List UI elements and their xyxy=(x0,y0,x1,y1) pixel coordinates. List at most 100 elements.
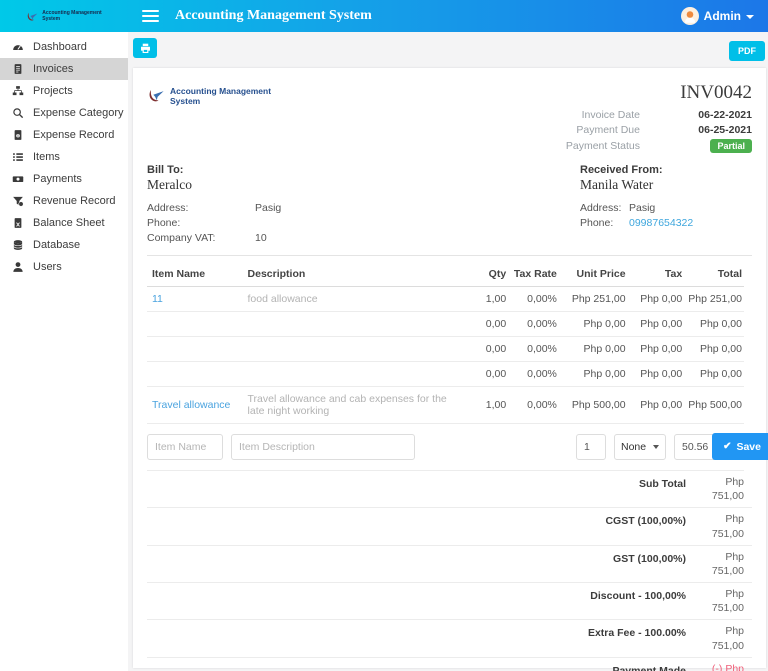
col-unit-price: Unit Price xyxy=(558,260,628,287)
brand-line1: Accounting Management xyxy=(42,10,102,16)
item-description xyxy=(242,311,464,337)
invoice-date-value: 06-22-2021 xyxy=(698,109,752,121)
tax-rate-select[interactable]: None xyxy=(614,434,666,460)
sidebar-item-invoices[interactable]: Invoices xyxy=(0,58,128,80)
file-excel-icon xyxy=(14,218,22,228)
item-name xyxy=(147,311,243,337)
item-description: Travel allowance and cab expenses for th… xyxy=(242,386,464,424)
item-total: Php 0,00 xyxy=(684,336,744,362)
qty-input[interactable] xyxy=(576,434,606,460)
brand-plane-icon xyxy=(28,12,38,20)
content-toolbar: PDF xyxy=(133,38,766,64)
item-name-link[interactable]: 11 xyxy=(147,286,243,312)
col-qty: Qty xyxy=(463,260,509,287)
table-row: Travel allowance Travel allowance and ca… xyxy=(147,386,744,424)
divider xyxy=(147,255,752,256)
total-value: Php 751,00 xyxy=(711,550,744,577)
vat-label: Company VAT: xyxy=(147,232,216,244)
sidebar-item-label: Projects xyxy=(33,85,73,97)
item-qty: 1,00 xyxy=(463,386,509,424)
total-label: GST (100,00%) xyxy=(613,552,686,565)
bill-to-phone-row: Phone: xyxy=(147,217,580,229)
bill-to-heading: Bill To: xyxy=(147,164,184,176)
item-unit-price: Php 0,00 xyxy=(558,361,628,387)
discount-row: Discount - 100,00% Php 751,00 xyxy=(147,583,752,621)
save-button[interactable]: ✔ Save xyxy=(712,433,768,460)
sidebar-item-label: Expense Record xyxy=(33,129,115,141)
menu-toggle-icon[interactable] xyxy=(142,7,159,25)
item-qty: 0,00 xyxy=(463,311,509,337)
chevron-down-icon xyxy=(746,15,754,19)
phone-label: Phone: xyxy=(580,217,614,229)
sidebar-item-expense-record[interactable]: Expense Record xyxy=(0,124,128,146)
address-value: Pasig xyxy=(255,202,282,214)
topbar-main: Accounting Management System Admin xyxy=(128,0,768,32)
total-label: Sub Total xyxy=(638,478,686,490)
payment-due-value: 06-25-2021 xyxy=(698,124,752,136)
col-tax-rate: Tax Rate xyxy=(508,260,559,287)
bill-to-vat-row: Company VAT: 10 xyxy=(147,232,580,244)
address-value: Pasig xyxy=(629,202,656,214)
app-title: Accounting Management System xyxy=(175,8,372,23)
phone-link[interactable]: 09987654322 xyxy=(629,217,694,229)
sidebar-item-label: Invoices xyxy=(33,63,74,75)
sidebar-item-expense-category[interactable]: Expense Category xyxy=(0,102,128,124)
item-description xyxy=(242,361,464,387)
status-badge: Partial xyxy=(710,139,752,153)
sidebar-item-projects[interactable]: Projects xyxy=(0,80,128,102)
total-value: Php 751,00 xyxy=(711,476,744,503)
money-bill-icon xyxy=(12,176,24,182)
invoice-header: Accounting Management System INV0042 Inv… xyxy=(147,82,752,156)
user-menu[interactable]: Admin xyxy=(680,7,754,25)
sidebar-item-users[interactable]: Users xyxy=(0,256,128,278)
sidebar-item-balance-sheet[interactable]: Balance Sheet xyxy=(0,212,128,234)
col-description: Description xyxy=(242,260,464,287)
col-item-name: Item Name xyxy=(147,260,243,287)
sidebar-item-label: Items xyxy=(33,151,60,163)
total-label: Extra Fee - 100.00% xyxy=(587,627,686,640)
brand-line1: Accounting Management xyxy=(170,86,272,96)
item-description xyxy=(242,336,464,362)
item-name-input[interactable] xyxy=(147,434,223,460)
total-label: Payment Made xyxy=(612,664,686,671)
sidebar-item-label: Expense Category xyxy=(33,107,124,119)
item-qty: 1,00 xyxy=(463,286,509,312)
print-button[interactable] xyxy=(133,38,157,58)
sidebar-item-label: Dashboard xyxy=(33,41,87,53)
address-label: Address: xyxy=(147,202,189,214)
item-unit-price: Php 0,00 xyxy=(558,311,628,337)
invoice-card: Accounting Management System INV0042 Inv… xyxy=(133,68,768,671)
sidebar-item-payments[interactable]: Payments xyxy=(0,168,128,190)
item-qty: 0,00 xyxy=(463,361,509,387)
sidebar-item-dashboard[interactable]: Dashboard xyxy=(0,36,128,58)
address-label: Address: xyxy=(580,202,622,214)
item-total: Php 251,00 xyxy=(684,286,744,312)
total-label: CGST (100,00%) xyxy=(605,515,686,528)
table-row: 11 food allowance 1,00 0,00% Php 251,00 … xyxy=(147,286,744,312)
bill-to-name: Meralco xyxy=(147,177,192,192)
tax-rate-selected: None xyxy=(621,441,647,453)
funnel-dollar-icon xyxy=(13,196,24,207)
total-value: Php 751,00 xyxy=(711,625,744,652)
sidebar-item-items[interactable]: Items xyxy=(0,146,128,168)
pdf-button[interactable]: PDF xyxy=(729,41,765,61)
sidebar-item-revenue-record[interactable]: Revenue Record xyxy=(0,190,128,212)
brand-plane-icon xyxy=(149,89,164,102)
main-content: PDF Accounting Management System INV0042… xyxy=(128,32,768,671)
item-name-link[interactable]: Travel allowance xyxy=(147,386,243,424)
payment-status-row: Payment Status Partial xyxy=(566,139,752,153)
item-description-input[interactable] xyxy=(231,434,415,460)
item-tax-rate: 0,00% xyxy=(508,336,559,362)
sidebar: Dashboard Invoices Projects Expense Cate… xyxy=(0,32,128,671)
item-total: Php 500,00 xyxy=(684,386,744,424)
bill-to-address-row: Address: Pasig xyxy=(147,202,580,214)
sidebar-brand-logo: Accounting Management System xyxy=(0,0,128,32)
sidebar-item-database[interactable]: Database xyxy=(0,234,128,256)
sidebar-item-label: Revenue Record xyxy=(33,195,116,207)
phone-label: Phone: xyxy=(147,217,181,229)
cgst-row: CGST (100,00%) Php 751,00 xyxy=(147,508,752,546)
item-total: Php 0,00 xyxy=(684,361,744,387)
item-total: Php 0,00 xyxy=(684,311,744,337)
item-name xyxy=(147,336,243,362)
item-tax: Php 0,00 xyxy=(627,286,685,312)
